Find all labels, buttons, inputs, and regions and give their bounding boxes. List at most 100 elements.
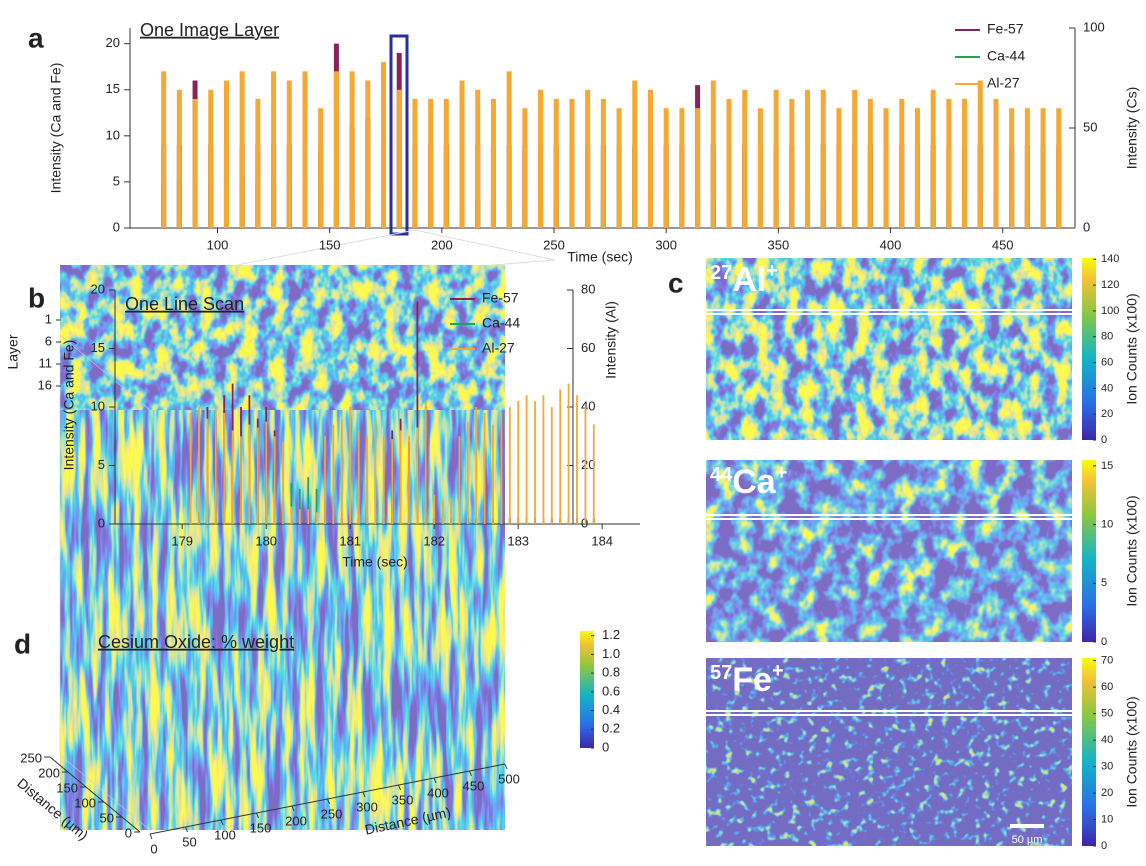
spike <box>443 98 449 228</box>
legend-label: Fe-57 <box>482 290 519 306</box>
spike <box>412 98 418 228</box>
colorbar-tick-label: 60 <box>1101 681 1113 693</box>
colorbar-label: Ion Counts (x100) <box>1124 696 1140 807</box>
spike <box>208 89 214 228</box>
colorbar <box>1082 658 1096 846</box>
spike <box>647 89 653 228</box>
spike <box>302 71 308 229</box>
y-tick-label: 10 <box>106 127 120 142</box>
spike <box>962 98 968 228</box>
colorbar-tick-label: 0 <box>602 739 609 754</box>
y-tick-label: 50 <box>100 810 114 825</box>
map-label: 27Al+ <box>710 260 778 299</box>
colorbar-tick-label: 40 <box>1101 734 1113 746</box>
spike <box>899 98 905 228</box>
panel-letter: d <box>14 628 31 659</box>
left-face <box>60 335 150 830</box>
y-tick-label: 15 <box>91 340 105 355</box>
series <box>189 383 595 524</box>
colorbar-tick-label: 5 <box>1101 577 1107 589</box>
layer-tick-label: 1 <box>45 311 52 326</box>
charge: + <box>766 260 778 282</box>
spike <box>522 108 528 228</box>
spike <box>1056 108 1062 228</box>
y2-tick-label: 50 <box>1083 119 1097 134</box>
panel-title: Cesium Oxide: % weight <box>98 632 294 652</box>
colorbar-tick-label: 0 <box>1101 434 1107 446</box>
scale-bar-label: 50 µm <box>1012 834 1043 846</box>
y-tick-label: 5 <box>98 457 105 472</box>
charge: + <box>772 660 784 682</box>
y-axis-label: Intensity (Ca and Fe) <box>61 340 77 471</box>
x-tick-label: 100 <box>207 237 229 252</box>
colorbar-tick-label: 120 <box>1101 279 1119 291</box>
colorbar-tick-label: 0 <box>1101 840 1107 852</box>
colorbar-tick-label: 1.0 <box>602 646 620 661</box>
y-tick-label: 20 <box>106 35 120 50</box>
spike <box>742 89 748 228</box>
x-tick-label: 300 <box>356 799 378 814</box>
x-tick <box>469 770 472 777</box>
colorbar-tick-label: 80 <box>1101 331 1113 343</box>
series <box>161 181 1062 228</box>
x-tick-label: 180 <box>255 533 277 548</box>
x-tick <box>220 819 224 826</box>
spike <box>632 80 638 228</box>
x-tick-label: 50 <box>182 834 196 849</box>
x-tick-label: 179 <box>171 533 193 548</box>
x-tick-label: 184 <box>591 533 613 548</box>
y2-axis-label: Intensity (Al) <box>603 301 619 379</box>
edge <box>59 334 151 831</box>
y-tick-label: 0 <box>113 219 120 234</box>
y2-tick-label: 40 <box>581 398 595 413</box>
x-tick <box>362 791 366 798</box>
element: Al <box>732 261 766 299</box>
spike <box>349 71 355 229</box>
spike <box>318 108 324 228</box>
spike <box>1024 108 1030 228</box>
x-axis-label: Time (sec) <box>567 249 633 265</box>
spike <box>789 98 795 228</box>
legend-label: Al-27 <box>482 340 515 356</box>
colorbar-tick-label: 15 <box>1101 460 1113 472</box>
map-label: 44Ca+ <box>710 462 787 501</box>
series <box>161 62 1062 229</box>
panel-title: One Line Scan <box>125 294 244 314</box>
x-tick <box>504 763 508 770</box>
colorbar-tick-label: 0.6 <box>602 683 620 698</box>
colorbar-tick-label: 60 <box>1101 356 1113 368</box>
y-tick-label: 100 <box>74 795 96 810</box>
x-axis-label: Time (sec) <box>342 554 408 570</box>
spike <box>459 80 465 228</box>
x-tick <box>327 798 330 805</box>
spike <box>239 71 245 229</box>
y-tick-label: 150 <box>56 780 78 795</box>
spike <box>805 89 811 228</box>
x-tick <box>398 784 401 791</box>
x-tick-label: 250 <box>543 237 565 252</box>
colorbar <box>1082 460 1096 642</box>
colorbar-tick-label: 20 <box>1101 787 1113 799</box>
spike <box>396 89 402 228</box>
highlight-box <box>389 34 409 236</box>
spike <box>223 80 229 228</box>
spike <box>836 108 842 228</box>
x-tick <box>185 826 188 833</box>
y-tick-label: 10 <box>91 398 105 413</box>
y-tick-label: 250 <box>20 750 42 765</box>
x-tick-label: 181 <box>339 533 361 548</box>
x-tick-label: 300 <box>655 237 677 252</box>
colorbar-tick-label: 0.2 <box>602 721 620 736</box>
y-tick-label: 0 <box>98 515 105 530</box>
colorbar-tick-label: 0.4 <box>602 702 620 717</box>
colorbar-label: Ion Counts (x100) <box>1124 293 1140 404</box>
spike <box>365 80 371 228</box>
mass: 57 <box>710 662 732 684</box>
spike <box>176 89 182 228</box>
y2-tick-label: 60 <box>581 340 595 355</box>
panel-letter: a <box>28 22 44 53</box>
spike <box>286 80 292 228</box>
panel-letter: b <box>28 282 45 313</box>
x-tick-label: 200 <box>285 813 307 828</box>
y-tick-label: 0 <box>125 825 132 840</box>
